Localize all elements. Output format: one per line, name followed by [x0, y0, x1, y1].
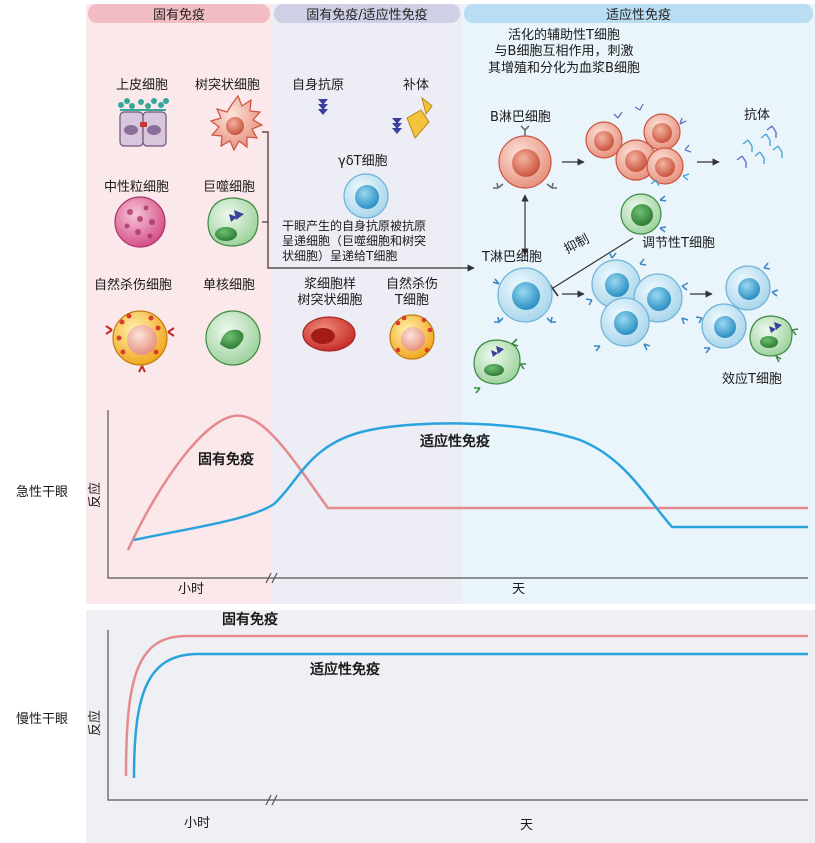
label-neutrophil: 中性粒细胞: [104, 180, 170, 195]
label-dendritic: 树突状细胞: [195, 78, 261, 93]
label-antibody: 抗体: [744, 108, 771, 123]
acute-x-hours: 小时: [178, 582, 205, 597]
label-monocyte: 单核细胞: [203, 278, 256, 293]
dendritic-cell-icon: [209, 94, 264, 152]
effector-t-cell-icon: [695, 262, 799, 363]
acute-x-days: 天: [512, 582, 526, 597]
antibody-icon: [736, 125, 783, 168]
chronic-innate-curve: [124, 634, 808, 777]
row-label-chronic: 慢性干眼: [16, 712, 69, 727]
plasma-cell-icon: [585, 103, 692, 187]
chronic-adaptive-curve: [132, 652, 808, 779]
acute-graph: [107, 410, 808, 584]
acute-adaptive-curve: [133, 422, 808, 542]
antigen-presentation-arrow: [262, 131, 475, 272]
acute-adaptive-label: 适应性免疫: [420, 434, 490, 450]
header-mixed: 固有免疫/适应性免疫: [306, 8, 428, 23]
chronic-x-hours: 小时: [184, 816, 211, 831]
expanded-t-cells-icon: [585, 251, 689, 352]
chronic-ylabel: 反应: [88, 709, 103, 736]
complement-icon: [392, 96, 433, 139]
macrophage-icon: [207, 197, 259, 247]
helper-note: 活化的辅助性T细胞 与B细胞互相作用，刺激 其增殖和分化为血浆B细胞: [488, 28, 640, 76]
acute-axes: [107, 410, 808, 579]
header-innate-bar: [88, 4, 270, 23]
label-macrophage: 巨噬细胞: [203, 180, 256, 195]
header-adaptive: 适应性免疫: [605, 8, 671, 23]
acute-ylabel: 反应: [88, 481, 103, 508]
nkt-cell-icon: [389, 314, 435, 360]
neutrophil-icon: [114, 196, 166, 248]
header-mixed-bar: [274, 4, 460, 23]
chronic-axis-break: [265, 794, 278, 806]
apc-macrophage-icon: [473, 338, 526, 394]
chronic-background: [86, 610, 815, 843]
gamma-delta-t-cell-icon: [343, 173, 389, 219]
autoantigen-arrow-icon: [318, 99, 328, 115]
label-epithelial: 上皮细胞: [116, 78, 169, 93]
header-adaptive-bar: [464, 4, 813, 23]
presentation-note: 干眼产生的自身抗原被抗原 呈递细胞（巨噬细胞和树突 状细胞）呈递给T细胞: [282, 219, 427, 263]
row-label-acute: 急性干眼: [16, 485, 69, 500]
nk-cell-icon: [105, 310, 175, 373]
acute-innate-label: 固有免疫: [198, 452, 254, 468]
chronic-axes: [107, 630, 808, 801]
label-effector: 效应T细胞: [722, 372, 782, 387]
acute-axis-break: [265, 572, 278, 584]
label-b-cell: B淋巴细胞: [490, 110, 551, 125]
label-gdt: γδT细胞: [338, 154, 388, 169]
epithelial-cell-icon: [118, 98, 169, 147]
chronic-adaptive-label: 适应性免疫: [310, 662, 380, 678]
treg-icon: [620, 193, 667, 235]
chronic-x-days: 天: [520, 818, 534, 833]
plasmacytoid-dc-icon: [302, 316, 356, 352]
label-autoantigen: 自身抗原: [292, 78, 345, 93]
b-cell-icon: [493, 125, 557, 189]
label-complement: 补体: [403, 78, 430, 93]
acute-innate-curve: [126, 414, 808, 551]
chronic-innate-label: 固有免疫: [222, 612, 278, 628]
label-nkt: 自然杀伤 T细胞: [385, 277, 438, 309]
label-t-cell: T淋巴细胞: [482, 250, 542, 265]
label-plasmacytoid: 浆细胞样 树突状细胞: [297, 277, 363, 309]
t-cell-icon: [492, 267, 556, 324]
header-innate: 固有免疫: [152, 8, 205, 23]
label-treg: 调节性T细胞: [642, 236, 715, 251]
chronic-graph: [107, 630, 808, 806]
suppression-line: [552, 237, 634, 289]
mixed-background: [272, 4, 462, 604]
monocyte-icon: [205, 310, 261, 366]
label-nk: 自然杀伤细胞: [94, 278, 173, 293]
